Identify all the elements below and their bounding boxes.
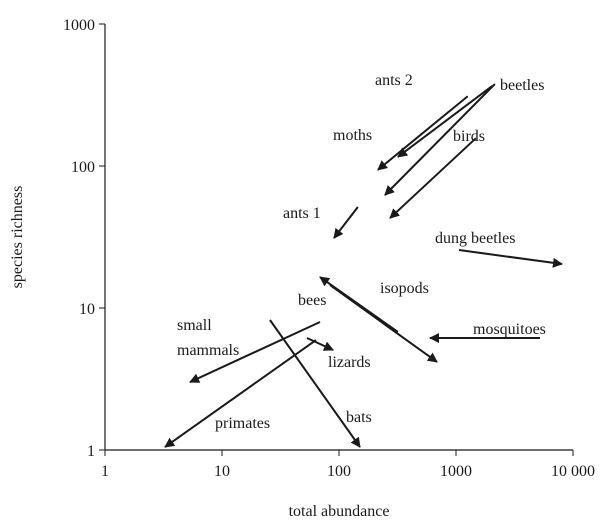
x-tick-label: 100 bbox=[327, 463, 351, 480]
y-axis-title: species richness bbox=[9, 186, 26, 289]
y-tick-label: 10 bbox=[79, 301, 95, 318]
arrow bbox=[397, 85, 493, 158]
x-tick-label: 1000 bbox=[440, 463, 472, 480]
x-tick-label: 1 bbox=[101, 463, 109, 480]
x-axis-title: total abundance bbox=[289, 503, 390, 520]
arrow bbox=[389, 137, 477, 219]
arrow bbox=[164, 339, 317, 448]
arrow bbox=[269, 319, 361, 448]
arrow bbox=[458, 249, 563, 268]
arrow-label: isopods bbox=[380, 280, 429, 297]
arrow-label: moths bbox=[333, 127, 372, 144]
arrow bbox=[189, 321, 321, 383]
y-tick-label: 1 bbox=[87, 443, 95, 460]
arrow-label: primates bbox=[215, 415, 270, 432]
arrow bbox=[384, 83, 496, 196]
arrow-label: bees bbox=[298, 292, 326, 309]
x-tick-label: 10 000 bbox=[551, 463, 595, 480]
arrow-label: small mammals bbox=[177, 317, 239, 359]
y-tick-label: 100 bbox=[71, 159, 95, 176]
arrow-label: ants 1 bbox=[283, 205, 321, 222]
arrow bbox=[333, 206, 359, 239]
arrow-label: dung beetles bbox=[435, 230, 515, 247]
arrow bbox=[306, 337, 334, 351]
arrow-label: beetles bbox=[500, 77, 544, 94]
x-tick-label: 10 bbox=[214, 463, 230, 480]
arrow-label: bats bbox=[346, 409, 372, 426]
arrow bbox=[377, 95, 469, 171]
y-tick-label: 1000 bbox=[63, 17, 95, 34]
arrow-label: mosquitoes bbox=[473, 321, 546, 338]
arrow-label: lizards bbox=[328, 354, 371, 371]
arrow-label: ants 2 bbox=[375, 72, 413, 89]
arrow bbox=[329, 284, 438, 363]
arrow-label: birds bbox=[453, 128, 485, 145]
